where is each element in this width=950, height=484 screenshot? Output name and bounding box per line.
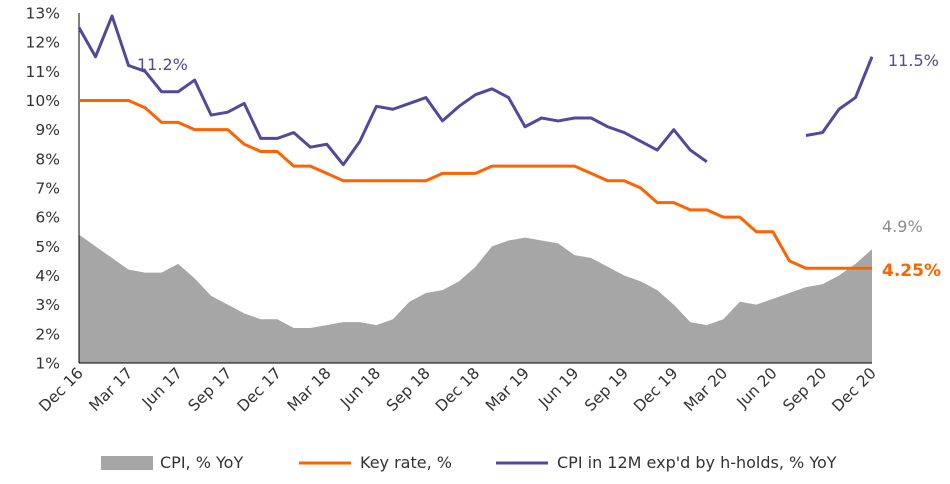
y-tick-label: 9%: [35, 121, 60, 139]
x-tick-label: Sep 20: [779, 364, 830, 415]
y-tick-label: 3%: [35, 296, 60, 314]
y-tick-label: 4%: [35, 267, 60, 285]
x-tick-label: Dec 18: [432, 364, 483, 415]
y-tick-label: 13%: [26, 5, 60, 23]
annotation-cpi-dec20: 4.9%: [882, 217, 923, 236]
y-tick-label: 2%: [35, 325, 60, 343]
y-tick-label: 10%: [26, 92, 60, 110]
annotation-cpi-exp-mar17: 11.2%: [137, 55, 188, 74]
y-tick-label: 11%: [26, 63, 60, 81]
y-tick-labels: 1% 2% 3% 4% 5% 6% 7% 8% 9% 10% 11% 12% 13%: [26, 5, 60, 373]
x-tick-label: Mar 18: [284, 364, 335, 415]
area-series-cpi-yoy: [79, 234, 872, 363]
line-series-cpi-in-12m-exp-d-by-h-holds-yoy: [77, 14, 708, 167]
annotation-cpi-exp-dec20: 11.5%: [888, 51, 939, 70]
legend-item-cpi-expectations: CPI in 12M exp'd by h-holds, % YoY: [496, 453, 837, 472]
annotation-key-rate-dec20: 4.25%: [882, 261, 941, 281]
legend-label-cpi-expectations: CPI in 12M exp'd by h-holds, % YoY: [557, 453, 837, 472]
line-series-key-rate: [79, 99, 872, 270]
x-tick-label: Mar 19: [482, 364, 533, 415]
x-tick-label: Jun 17: [138, 364, 186, 412]
x-tick-label: Mar 17: [86, 364, 137, 415]
data-labels: 11.2% 11.5% 4.9% 4.25%: [137, 51, 941, 281]
legend: CPI, % YoY Key rate, % CPI in 12M exp'd …: [101, 453, 837, 472]
legend-label-key-rate: Key rate, %: [360, 453, 452, 472]
x-tick-label: Sep 18: [383, 364, 434, 415]
y-tick-label: 7%: [35, 180, 60, 198]
x-tick-label: Jun 19: [534, 364, 582, 412]
x-tick-label: Dec 19: [630, 364, 681, 415]
y-tick-label: 12%: [26, 34, 60, 52]
legend-label-cpi: CPI, % YoY: [160, 453, 243, 472]
x-tick-label: Sep 17: [185, 364, 236, 415]
line-series-layer: [77, 14, 874, 270]
line-series-cpi-in-12m-exp-d-by-h-holds-yoy: [805, 56, 874, 137]
x-tick-label: Dec 20: [828, 364, 879, 415]
y-tick-label: 5%: [35, 238, 60, 256]
x-tick-label: Sep 19: [581, 364, 632, 415]
legend-item-key-rate: Key rate, %: [299, 453, 452, 472]
y-tick-label: 8%: [35, 150, 60, 168]
y-tick-label: 6%: [35, 209, 60, 227]
x-tick-label: Mar 20: [680, 364, 731, 415]
y-tick-label: 1%: [35, 355, 60, 373]
x-tick-label: Dec 17: [234, 364, 285, 415]
x-tick-label: Jun 18: [336, 364, 384, 412]
axes: [78, 13, 872, 364]
x-tick-label: Jun 20: [733, 364, 781, 412]
legend-item-cpi: CPI, % YoY: [101, 453, 243, 472]
cpi-area-layer: [79, 234, 872, 363]
legend-swatch-cpi: [101, 456, 153, 470]
